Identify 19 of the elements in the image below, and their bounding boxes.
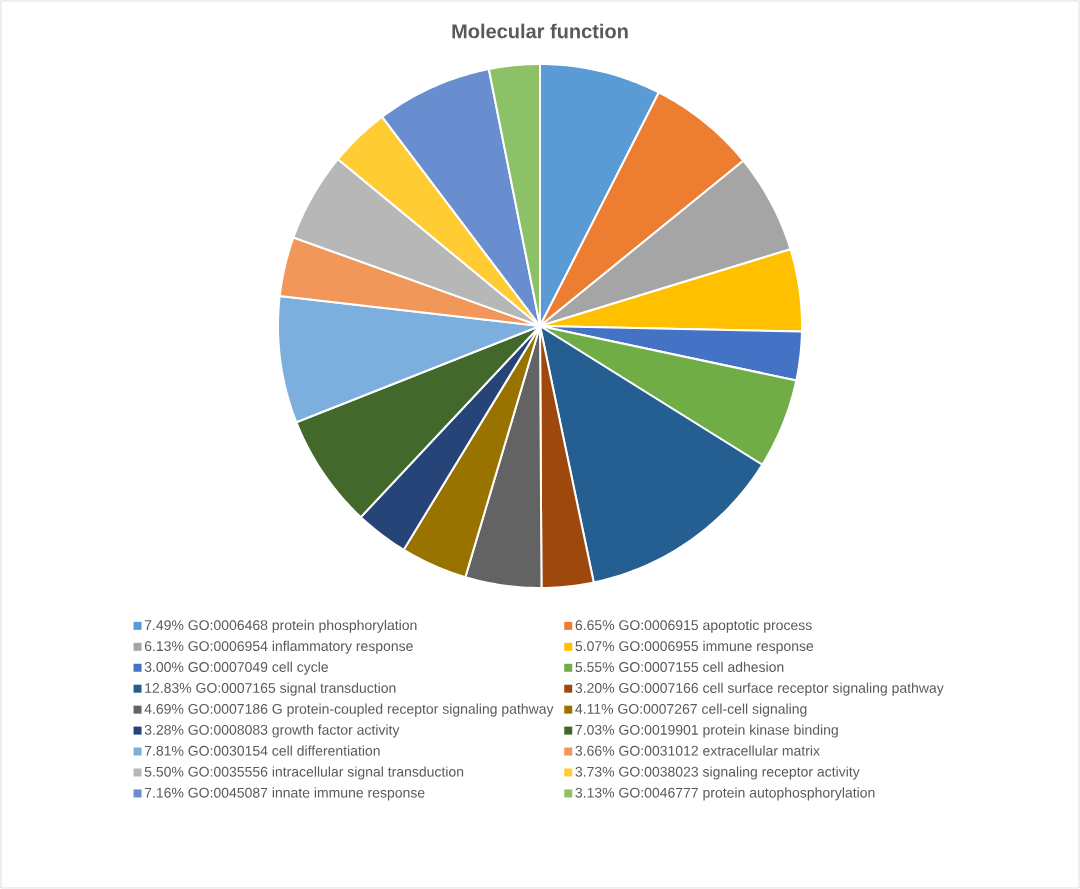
- legend-label: 7.81% GO:0030154 cell differentiation: [144, 745, 380, 756]
- legend-label: 7.16% GO:0045087 innate immune response: [144, 787, 425, 801]
- legend-label: 5.07% GO:0006955 immune response: [575, 640, 814, 654]
- legend-label: 5.50% GO:0035556 intracellular signal transduction: [144, 766, 464, 780]
- legend-label: 4.11% GO:0007267 cell-cell signaling: [575, 703, 807, 717]
- legend-label: 12.83% GO:0007165 signal transduction: [145, 682, 396, 696]
- legend-label: 3.28% GO:0008083 growth factor activity: [144, 724, 400, 738]
- legend-label: 5.55% GO:0007155 cell adhesion: [575, 661, 784, 672]
- legend-label: 6.13% GO:0006954 inflammatory response: [144, 640, 413, 654]
- legend-label: 4.69% GO:0007186 G protein-coupled receptor signaling pathway: [144, 703, 554, 717]
- legend-label: 3.20% GO:0007166 cell surface receptor signaling pathway: [575, 682, 944, 696]
- legend-label: 3.66% GO:0031012 extracellular matrix: [575, 745, 820, 756]
- legend-label: 6.65% GO:0006915 apoptotic process: [575, 619, 812, 633]
- legend-label: 7.49% GO:0006468 protein phosphorylation: [144, 619, 417, 633]
- legend-label: 3.00% GO:0007049 cell cycle: [144, 661, 328, 675]
- legend-label: 3.73% GO:0038023 signaling receptor activity: [575, 766, 860, 780]
- legend-label: 3.13% GO:0046777 protein autophosphorylation: [575, 787, 875, 801]
- chart-title: Molecular function: [452, 23, 628, 39]
- legend-label: 7.03% GO:0019901 protein kinase binding: [575, 724, 838, 738]
